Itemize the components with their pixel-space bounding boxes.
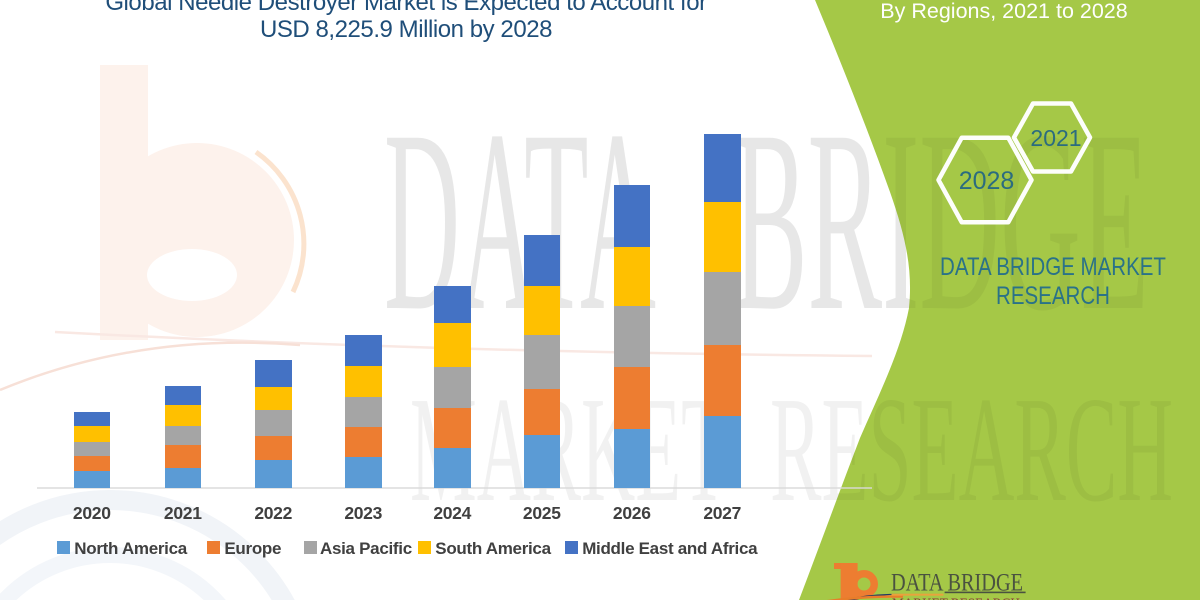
svg-text:DATA: DATA <box>384 77 656 365</box>
svg-text:2021: 2021 <box>1030 125 1081 151</box>
svg-text:DATA BRIDGE: DATA BRIDGE <box>891 570 1023 597</box>
svg-text:MARKET RESEARCH: MARKET RESEARCH <box>892 596 1020 600</box>
svg-text:2028: 2028 <box>959 167 1015 195</box>
